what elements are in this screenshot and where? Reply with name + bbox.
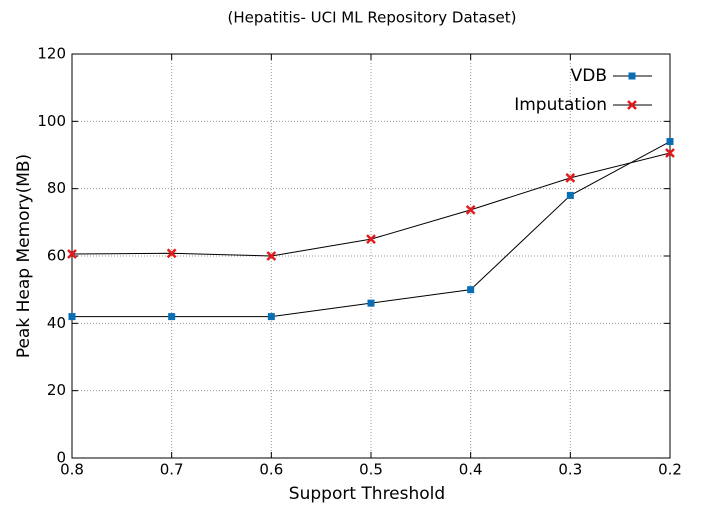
y-tick-label: 20 — [47, 381, 66, 399]
x-tick-label: 0.8 — [60, 461, 84, 479]
marker — [67, 249, 77, 259]
marker — [665, 148, 675, 158]
marker — [628, 72, 636, 80]
x-tick-label: 0.4 — [459, 461, 483, 479]
x-tick-label: 0.7 — [160, 461, 184, 479]
marker — [366, 234, 376, 245]
legend-label: VDB — [571, 66, 607, 86]
chart-title: (Hepatitis- UCI ML Repository Dataset) — [228, 9, 517, 27]
y-axis-label: Peak Heap Memory(MB) — [14, 154, 34, 358]
series-line — [72, 141, 671, 318]
x-tick-label: 0.3 — [558, 461, 582, 479]
marker — [266, 251, 277, 261]
marker — [465, 204, 476, 215]
plot-frame — [71, 53, 671, 459]
y-tick-label: 120 — [37, 45, 66, 63]
marker — [565, 173, 576, 183]
y-tick-label: 80 — [47, 179, 66, 197]
marker — [627, 100, 637, 110]
marker — [68, 313, 76, 321]
x-axis-label: Support Threshold — [289, 484, 445, 504]
x-tick-label: 0.6 — [259, 461, 283, 479]
x-tick-label: 0.5 — [359, 461, 383, 479]
marker — [666, 138, 674, 146]
legend-label: Imputation — [514, 95, 607, 115]
marker — [166, 248, 177, 259]
y-tick-label: 100 — [37, 112, 66, 130]
x-tick-label: 0.2 — [658, 461, 682, 479]
y-tick-label: 40 — [47, 314, 66, 332]
marker — [168, 313, 176, 321]
y-tick-label: 0 — [56, 449, 66, 467]
marker — [566, 191, 574, 199]
y-tick-label: 60 — [47, 247, 66, 265]
marker — [467, 286, 475, 294]
marker — [367, 299, 375, 307]
marker — [267, 313, 275, 321]
